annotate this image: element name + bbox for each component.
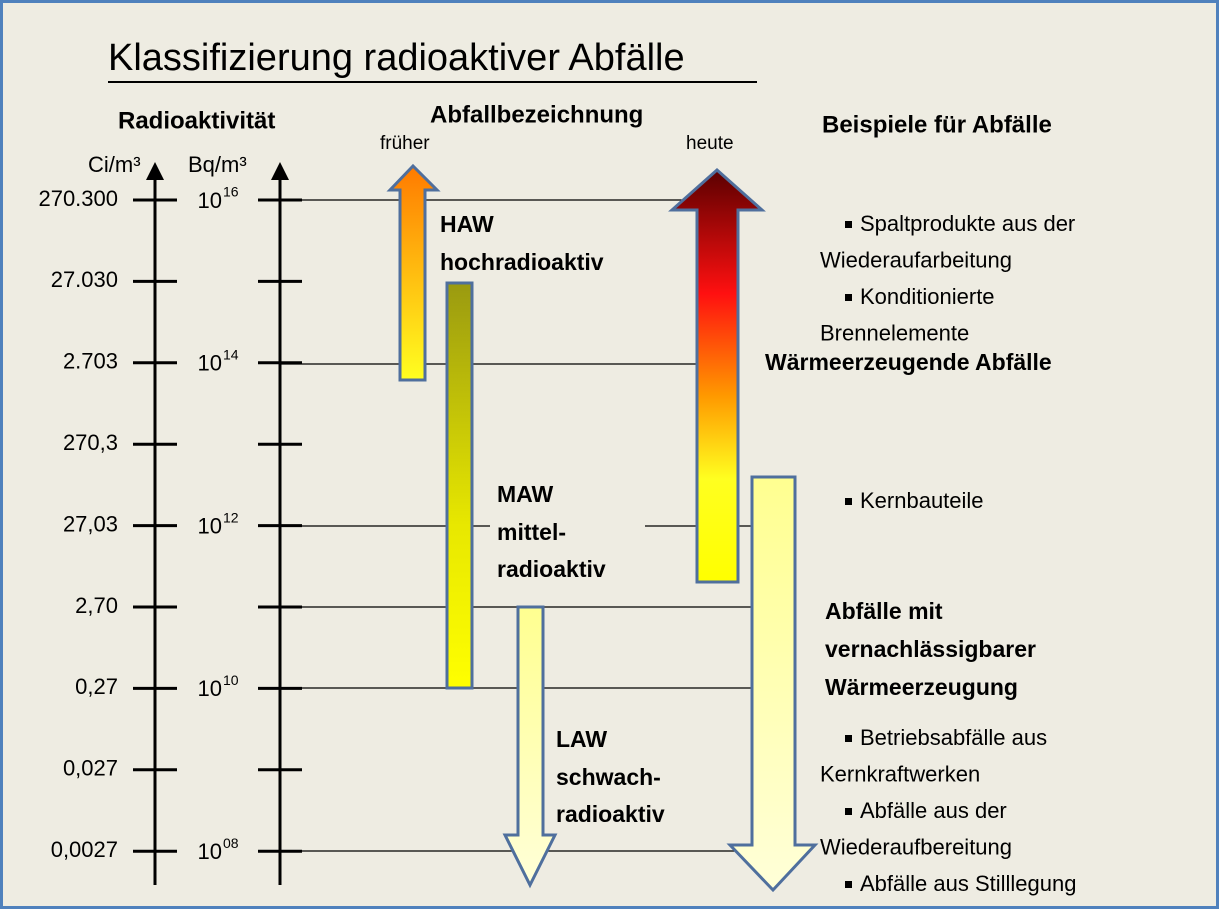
class-name: hochradioaktiv: [440, 249, 604, 275]
bullet: [845, 735, 852, 742]
example: Brennelemente: [820, 320, 969, 345]
unit: Ci/m³: [88, 152, 141, 177]
bullet: [845, 294, 852, 301]
class-code: HAW: [440, 211, 494, 237]
example-heading: Abfälle mit: [825, 598, 943, 624]
ci-label: 0,27: [75, 674, 118, 699]
ci-label: 27,03: [63, 511, 118, 536]
example: Wiederaufarbeitung: [820, 247, 1012, 272]
example: Kernkraftwerken: [820, 761, 980, 786]
class-code: MAW: [497, 481, 554, 507]
ci-label: 270.300: [38, 186, 118, 211]
axes: [146, 162, 289, 885]
bq-label: 10: [198, 188, 222, 213]
example-heading: Wärmeerzeugende Abfälle: [765, 349, 1052, 375]
maw-bar: [445, 281, 474, 690]
header: Beispiele für Abfälle: [822, 111, 1052, 138]
haw-arrow: [386, 163, 441, 382]
title: Klassifizierung radioaktiver Abfälle: [108, 37, 685, 79]
ci-label: 27.030: [51, 267, 118, 292]
class-code: LAW: [556, 726, 607, 752]
header: Radioaktivität: [118, 107, 275, 134]
example: Betriebsabfälle aus: [860, 725, 1047, 750]
bq-label: 10: [198, 513, 222, 538]
header: heute: [686, 133, 734, 154]
example-heading: vernachlässigbarer: [825, 636, 1036, 662]
example: Kernbauteile: [860, 488, 984, 513]
bullet: [845, 498, 852, 505]
unit: Bq/m³: [188, 152, 247, 177]
bq-label: 10: [198, 839, 222, 864]
ci-label: 0,0027: [51, 837, 118, 862]
bq-label: 10: [198, 351, 222, 376]
heat-arrow: [668, 167, 766, 584]
header: früher: [380, 133, 430, 154]
ci-label: 2,70: [75, 593, 118, 618]
bullet: [845, 808, 852, 815]
example-heading: Wärmeerzeugung: [825, 674, 1018, 700]
law-arrow: [502, 605, 558, 889]
bq-exponent: 10: [223, 672, 239, 688]
low-heat-arrow: [726, 475, 819, 893]
example: Konditionierte: [860, 284, 995, 309]
example: Abfälle aus Stilllegung: [860, 871, 1076, 896]
class-name: radioaktiv: [556, 801, 665, 827]
guide-lines: [280, 199, 760, 852]
bq-exponent: 12: [223, 509, 239, 525]
example: Wiederaufbereitung: [820, 834, 1012, 859]
bq-exponent: 16: [223, 184, 239, 200]
bullet: [845, 881, 852, 888]
class-name: radioaktiv: [497, 556, 606, 582]
example: Abfälle aus der: [860, 798, 1007, 823]
bq-exponent: 08: [223, 835, 239, 851]
header: Abfallbezeichnung: [430, 101, 643, 128]
example: Spaltprodukte aus der: [860, 211, 1075, 236]
class-name: schwach-: [556, 764, 661, 790]
ci-label: 2.703: [63, 349, 118, 374]
ci-label: 0,027: [63, 756, 118, 781]
bullet: [845, 221, 852, 228]
class-name: mittel-: [497, 519, 566, 545]
bq-label: 10: [198, 676, 222, 701]
bq-exponent: 14: [223, 347, 239, 363]
ci-label: 270,3: [63, 430, 118, 455]
